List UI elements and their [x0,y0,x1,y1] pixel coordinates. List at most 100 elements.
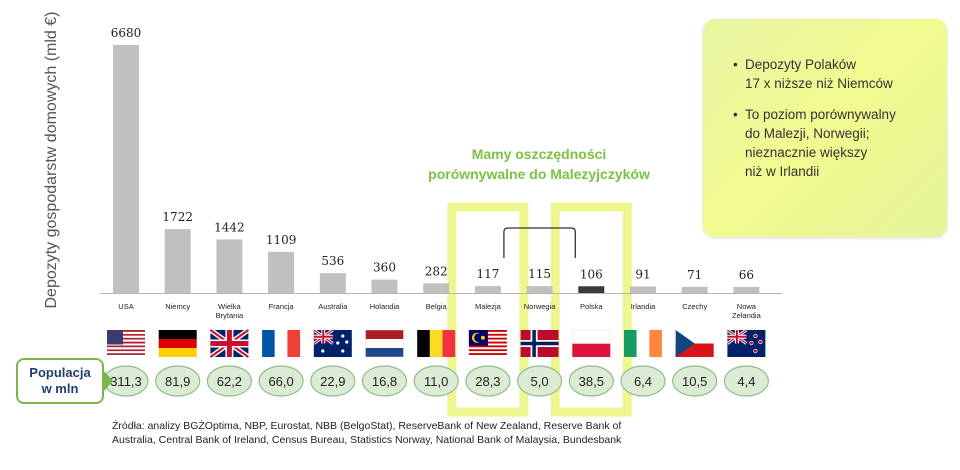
callout-list: Depozyty Polaków 17 x niższe niż Niemców… [733,55,933,193]
category-label: Niemcy [165,302,190,311]
flag-part [210,341,249,346]
flag-part [287,330,301,357]
flag-new-zealand-icon [726,328,766,357]
flag-czech-icon [675,330,714,357]
flag-part [468,353,507,356]
flag-belgium-icon [417,330,456,357]
population-pill [310,365,356,397]
flag-part [468,351,507,354]
population-value: 28,3 [475,374,500,389]
flag-part [753,333,758,339]
population-label: Populacja w mln [16,358,104,404]
flag-part [107,347,145,350]
flag-part [158,348,197,357]
population-pill [672,365,718,397]
population-pill [465,365,511,397]
category-label: Wielka Brytania [216,302,244,320]
flag-part [753,348,758,354]
population-value: 4,4 [737,374,755,389]
category-label: Francja [269,302,295,311]
bar-value-label: 1109 [266,233,297,247]
callout-item: Depozyty Polaków 17 x niższe niż Niemców [733,55,933,93]
flag-part [365,330,404,339]
callout-item: To poziom porównywalny do Malezji, Norwe… [733,105,933,181]
population-arrow-icon [104,371,113,391]
flag-part [107,351,145,354]
population-value: 62,2 [217,374,242,389]
flag-part [727,335,747,338]
flag-uk-icon [208,327,250,360]
population-pill [413,365,459,397]
flag-part [107,341,145,344]
bar [526,286,553,293]
flag-part [520,341,559,346]
category-label: Norwegia [524,302,557,311]
flag-part [107,343,145,346]
bar-value-label: 6680 [111,26,142,40]
flag-part [107,345,145,348]
bar-value-label: 115 [528,267,551,281]
flag-part [107,349,145,352]
flag-germany-icon [158,330,197,357]
bar [268,251,295,293]
category-label: Irlandia [631,302,656,311]
population-value: 22,9 [320,374,345,389]
flag-part [107,333,145,336]
population-value: 11,0 [424,374,448,389]
bar-value-label: 360 [373,261,396,275]
bar [113,44,139,293]
bar [630,286,656,293]
flag-part [341,334,345,338]
population-pill [258,365,304,397]
flag-part [345,340,349,344]
flag-part [758,339,763,345]
flag-part [158,339,197,348]
bar [319,273,346,293]
flag-part [649,330,662,357]
flag-part [107,355,145,357]
flag-australia-icon [312,328,352,357]
population-pill [155,365,201,397]
bar [578,286,605,293]
category-label: Czechy [682,302,707,311]
population-value: 311,3 [110,374,142,389]
category-label: Holandia [370,302,400,311]
population-value: 5,0 [531,374,549,389]
population-value: 66,0 [268,374,293,389]
bar [164,229,191,293]
flag-part [341,349,345,353]
category-label: Polska [580,302,603,311]
flag-part [321,349,325,353]
flag-france-icon [262,330,301,357]
flag-part [336,341,340,345]
flag-part [572,330,611,344]
flag-part [365,348,404,357]
flag-part [468,345,507,348]
flag-part [365,329,404,358]
flag-part [749,340,754,346]
flag-part [417,330,430,357]
flag-part [468,355,507,357]
flag-part [675,330,695,357]
flag-part [158,330,197,339]
population-pill [568,365,614,397]
population-value: 10,5 [682,374,707,389]
flag-part [313,335,333,338]
bar [216,239,243,293]
bar-value-label: 282 [425,264,448,278]
callout-box: Depozyty Polaków 17 x niższe niż Niemców… [703,19,947,237]
population-pill [361,365,408,397]
highlight-frame [550,202,632,417]
group-bracket [503,227,576,258]
flag-part [107,330,145,332]
bar-value-label: 1442 [214,220,245,234]
category-label: Nowa Zelandia [732,302,762,320]
bar-value-label: 106 [580,267,603,281]
flag-part [107,335,145,338]
highlight-annotation: Mamy oszczędności porównywalne do Malezy… [428,146,650,182]
bar [371,279,398,293]
flag-part [468,347,507,350]
flag-part [365,339,404,348]
